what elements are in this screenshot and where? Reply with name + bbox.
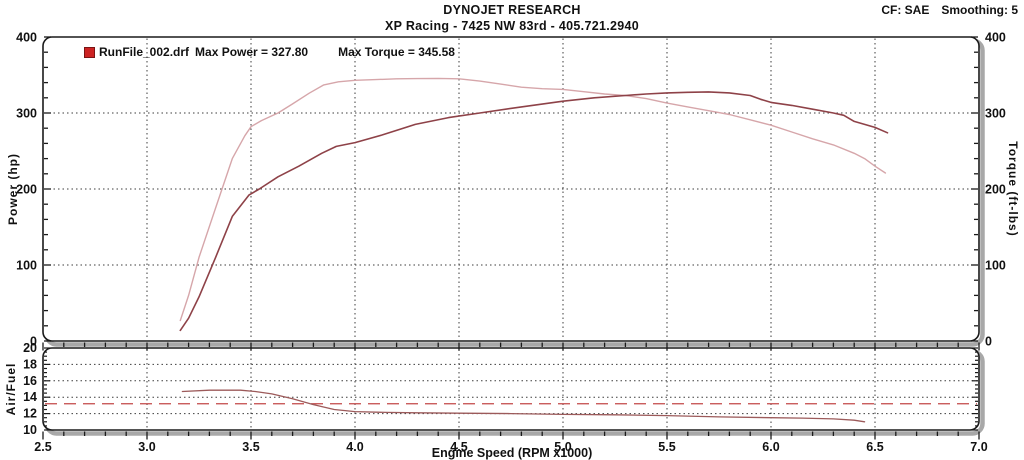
max-torque-value: Max Torque = 345.58 [338, 45, 455, 59]
correction-factor: CF: SAE [881, 3, 930, 17]
af-tick-label: 14 [23, 390, 37, 404]
shop-info: XP Racing - 7425 NW 83rd - 405.721.2940 [385, 19, 639, 33]
power-tick-label: 400 [16, 31, 37, 45]
panel-background [43, 348, 979, 430]
rpm-tick-label: 5.5 [658, 440, 675, 454]
rpm-tick-label: 4.0 [346, 440, 363, 454]
af-tick-label: 16 [23, 374, 37, 388]
smoothing-setting: Smoothing: 5 [941, 3, 1018, 17]
correction-settings: CF: SAE Smoothing: 5 [881, 3, 1018, 17]
rpm-tick-label: 4.5 [450, 440, 467, 454]
af-tick-label: 10 [23, 423, 37, 437]
engine-speed-axis-label: Engine Speed (RPM x1000) [431, 446, 593, 460]
af-tick-label: 12 [23, 407, 37, 421]
rpm-tick-label: 6.0 [762, 440, 779, 454]
rpm-tick-label: 5.0 [554, 440, 571, 454]
torque-tick-label: 400 [985, 31, 1006, 45]
rpm-tick-label: 6.5 [866, 440, 883, 454]
af-tick-label: 18 [23, 357, 37, 371]
run-file-name: RunFile_002.drf [99, 45, 190, 59]
panel-border [42, 347, 980, 431]
torque-tick-label: 200 [985, 183, 1006, 197]
torque-tick-label: 100 [985, 259, 1006, 273]
panel-background [43, 37, 979, 341]
torque-curve [179, 77, 887, 322]
air-fuel-curve [181, 389, 866, 423]
panel-border [42, 36, 980, 342]
power-curve [179, 91, 889, 332]
torque-axis-label: Torque (ft-lbs) [1006, 141, 1020, 237]
power-tick-label: 300 [16, 107, 37, 121]
af-tick-label: 20 [23, 341, 37, 355]
rpm-tick-label: 7.0 [970, 440, 987, 454]
max-power-value: Max Power = 327.80 [195, 45, 309, 59]
power-tick-label: 200 [16, 183, 37, 197]
torque-tick-label: 0 [985, 335, 992, 349]
app-title: DYNOJET RESEARCH [443, 3, 581, 17]
rpm-tick-label: 2.5 [34, 440, 51, 454]
power-axis-label: Power (hp) [6, 153, 20, 225]
power-tick-label: 0 [30, 335, 37, 349]
torque-tick-label: 300 [985, 107, 1006, 121]
legend-swatch [84, 46, 95, 58]
power-tick-label: 100 [16, 259, 37, 273]
rpm-tick-label: 3.5 [242, 440, 259, 454]
air-fuel-axis-label: Air/Fuel [4, 362, 18, 416]
run-legend: RunFile_002.drf Max Power = 327.80 Max T… [84, 45, 455, 59]
rpm-tick-label: 3.0 [138, 440, 155, 454]
